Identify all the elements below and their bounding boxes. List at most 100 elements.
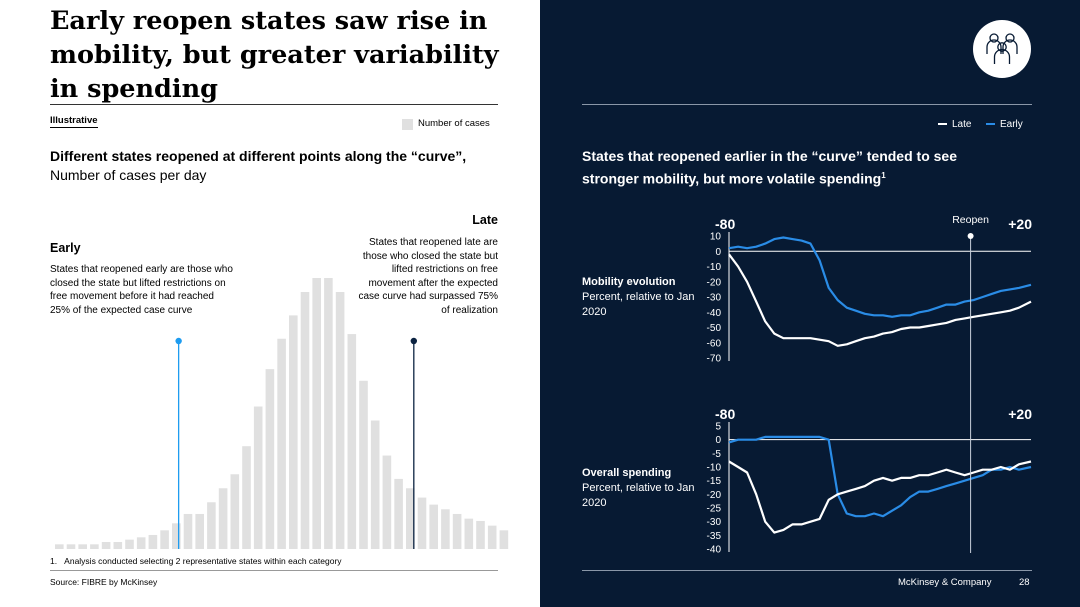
- case-bar: [183, 513, 193, 549]
- page-number: 28: [1019, 577, 1030, 588]
- left-subtitle-bold: Different states reopened at different p…: [50, 148, 467, 164]
- case-bar: [172, 523, 181, 549]
- case-bar: [300, 292, 310, 549]
- title-divider: [50, 104, 498, 105]
- reopen-dot: [967, 233, 974, 239]
- early-description: States that reopened early are those who…: [50, 264, 233, 316]
- case-bar: [55, 544, 64, 549]
- case-bar: [160, 530, 169, 549]
- y-tick-label: -5: [712, 449, 721, 460]
- case-bar: [441, 509, 450, 549]
- case-bar: [125, 539, 134, 549]
- early-marker-dot: [175, 337, 182, 345]
- late-heading: Late: [472, 213, 498, 227]
- case-bar: [195, 513, 204, 549]
- case-bar: [382, 455, 392, 549]
- source-note: Source: FIBRE by McKinsey: [50, 577, 158, 587]
- y-tick-label: -15: [707, 476, 722, 487]
- legend-early-label: Early: [1000, 119, 1023, 130]
- legend-late-swatch: [938, 123, 947, 126]
- y-tick-label: 10: [710, 232, 722, 243]
- case-bar: [265, 369, 275, 549]
- case-bar: [277, 338, 286, 549]
- right-subtitle-text: States that reopened earlier in the “cur…: [582, 148, 957, 187]
- y-tick-label: -70: [707, 354, 722, 365]
- case-bar: [101, 541, 111, 549]
- early-heading: Early: [50, 241, 81, 255]
- left-subtitle: Different states reopened at different p…: [50, 147, 470, 185]
- footnote: 1. Analysis conducted selecting 2 repres…: [50, 556, 342, 566]
- case-bar: [66, 544, 76, 549]
- y-tick-label: 0: [715, 435, 721, 446]
- right-subtitle: States that reopened earlier in the “cur…: [582, 147, 1002, 189]
- mobility-label-title: Mobility evolution: [582, 276, 676, 288]
- x-range-start-label: -80: [715, 406, 735, 422]
- late-description: States that reopened late are those who …: [358, 237, 498, 316]
- legend-swatch-cases: [402, 119, 413, 130]
- footnote-divider: [50, 570, 498, 571]
- case-bar: [78, 544, 87, 549]
- case-bar: [335, 292, 345, 549]
- case-bar: [464, 518, 474, 549]
- legend-early: Early: [986, 119, 1023, 130]
- case-bar: [476, 520, 485, 549]
- y-tick-label: 5: [715, 422, 721, 433]
- early-series-line: [728, 435, 1032, 518]
- case-bar: [312, 278, 321, 549]
- spending-label-title: Overall spending: [582, 467, 672, 479]
- case-bar: [359, 380, 368, 549]
- y-tick-label: 0: [715, 247, 721, 258]
- y-tick-label: -10: [707, 463, 722, 474]
- y-tick-label: -20: [707, 277, 722, 288]
- right-title-divider: [582, 104, 1032, 105]
- people-icon: [973, 20, 1031, 78]
- y-tick-label: -40: [707, 308, 722, 319]
- case-bar: [394, 478, 403, 549]
- case-bar: [370, 420, 380, 549]
- y-tick-label: -10: [707, 262, 722, 273]
- late-series-line: [728, 253, 1032, 347]
- y-tick-label: -40: [707, 545, 722, 556]
- case-bar: [218, 488, 228, 549]
- page-title: Early reopen states saw rise in mobility…: [50, 6, 499, 104]
- x-range-end-label: +20: [1008, 406, 1032, 422]
- y-tick-label: -20: [707, 490, 722, 501]
- right-panel: [540, 0, 1080, 607]
- case-bar: [148, 534, 158, 549]
- legend-late: Late: [938, 119, 971, 130]
- case-bar: [136, 537, 146, 549]
- legend-label-cases: Number of cases: [418, 118, 490, 129]
- case-bar: [347, 334, 357, 549]
- left-panel: Early reopen states saw rise in mobility…: [50, 6, 509, 587]
- case-bar: [406, 488, 415, 549]
- cases-bar-chart: [55, 278, 509, 549]
- legend-early-swatch: [986, 123, 995, 126]
- early-series-line: [728, 236, 1032, 318]
- y-tick-label: -25: [707, 504, 722, 515]
- footer-company: McKinsey & Company: [898, 577, 992, 588]
- x-range-start-label: -80: [715, 216, 735, 232]
- case-bar: [90, 544, 99, 549]
- mobility-chart: 10 0 -10 -20 -30 -40 -50 -60 -70 -80 +20: [707, 216, 1033, 365]
- y-tick-label: -35: [707, 531, 722, 542]
- case-bar: [429, 504, 438, 549]
- case-bar: [499, 530, 509, 549]
- case-bar: [289, 315, 298, 549]
- reopen-label: Reopen: [952, 214, 989, 226]
- case-bar: [452, 513, 462, 549]
- right-footer-divider: [582, 570, 1032, 571]
- case-bar: [207, 502, 216, 549]
- y-tick-label: -30: [707, 517, 722, 528]
- spending-label: Overall spending Percent, relative to Jan…: [582, 466, 697, 511]
- mobility-label-unit: Percent, relative to Jan 2020: [582, 291, 695, 318]
- x-range-end-label: +20: [1008, 216, 1032, 232]
- left-subtitle-rest: Number of cases per day: [50, 167, 207, 183]
- case-bar: [417, 497, 427, 549]
- y-tick-label: -60: [707, 338, 722, 349]
- case-bar: [242, 446, 251, 549]
- illustrative-tag: Illustrative: [50, 115, 98, 128]
- late-series-line: [728, 460, 1032, 534]
- legend-late-label: Late: [952, 119, 972, 130]
- case-bar: [324, 278, 333, 549]
